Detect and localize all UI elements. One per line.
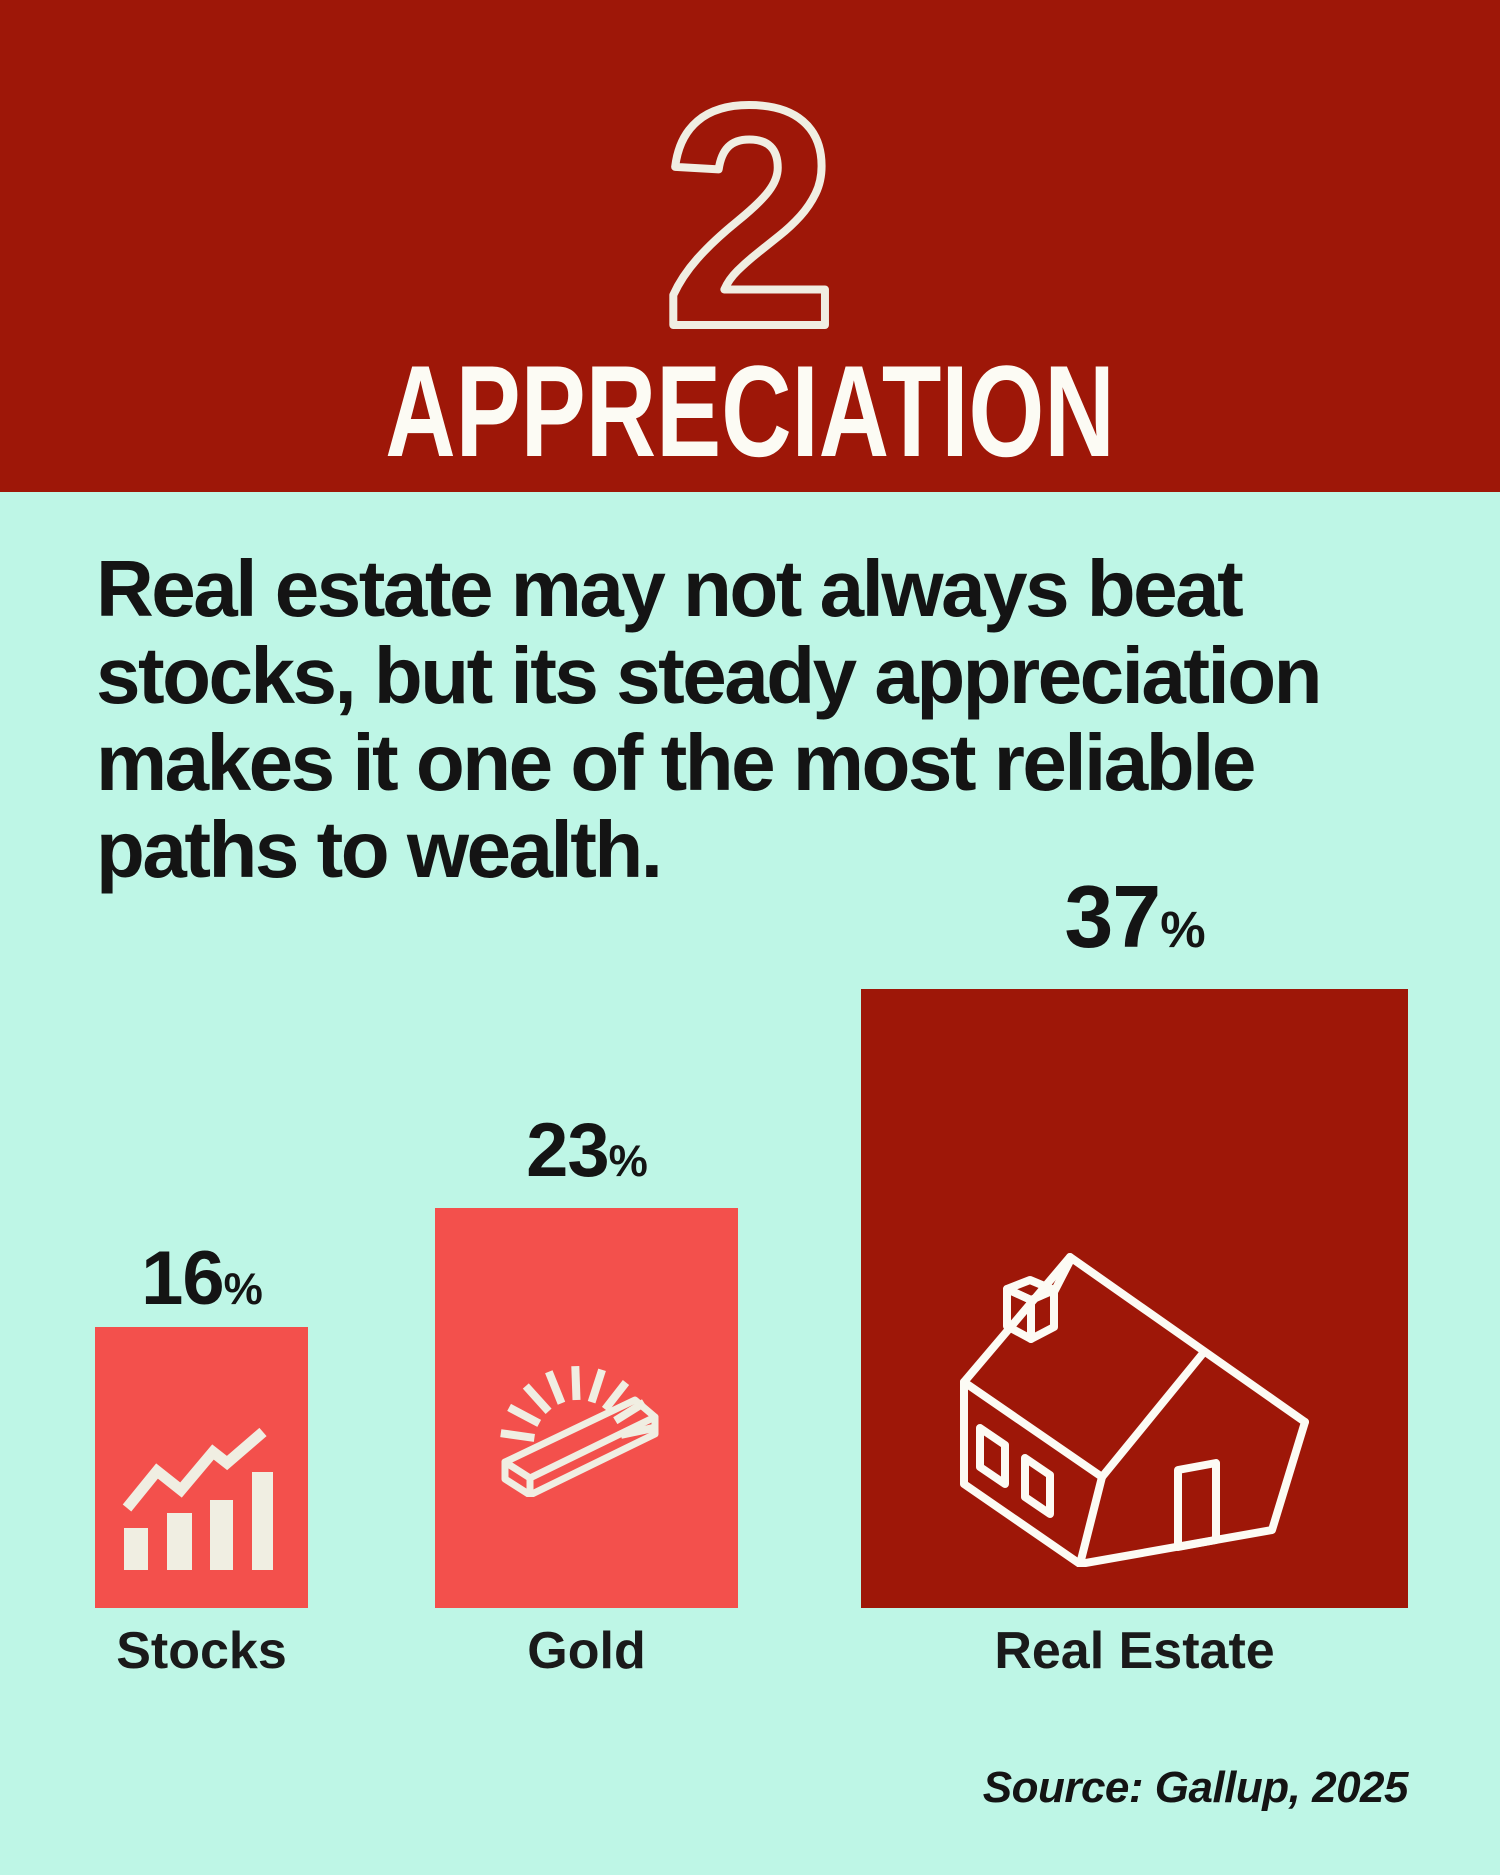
percent-sign: % <box>1160 901 1205 958</box>
paragraph-line: stocks, but its steady appreciation <box>96 631 1322 720</box>
stock-chart-icon <box>122 1427 273 1570</box>
percent-sign: % <box>223 1265 263 1314</box>
intro-paragraph: Real estate may not always beat stocks, … <box>96 544 1322 894</box>
paragraph-line: paths to wealth. <box>96 805 663 894</box>
source-note: Source: Gallup, 2025 <box>982 1763 1409 1812</box>
big-number-outline: 2 <box>658 36 841 396</box>
percent-sign: % <box>608 1137 648 1186</box>
paragraph-line: makes it one of the most reliable <box>96 718 1256 807</box>
value-number: 16 <box>141 1236 225 1321</box>
gold-ingot-icon <box>500 1365 659 1497</box>
category-label-real-estate: Real Estate <box>994 1622 1275 1680</box>
house-icon <box>960 1253 1309 1567</box>
value-label-real-estate: 37% <box>861 873 1408 961</box>
value-number: 23 <box>526 1108 610 1193</box>
category-label-gold: Gold <box>527 1622 646 1680</box>
header-section: 2 APPRECIATION <box>0 0 1500 492</box>
paragraph-line: Real estate may not always beat <box>96 544 1244 633</box>
value-label-stocks: 16% <box>95 1241 308 1317</box>
header-title: APPRECIATION <box>385 338 1115 484</box>
value-number: 37 <box>1064 867 1161 966</box>
value-label-gold: 23% <box>435 1113 738 1189</box>
big-number-text: 2 <box>662 40 837 392</box>
bar-gold <box>435 1208 738 1608</box>
category-label-stocks: Stocks <box>116 1622 287 1680</box>
